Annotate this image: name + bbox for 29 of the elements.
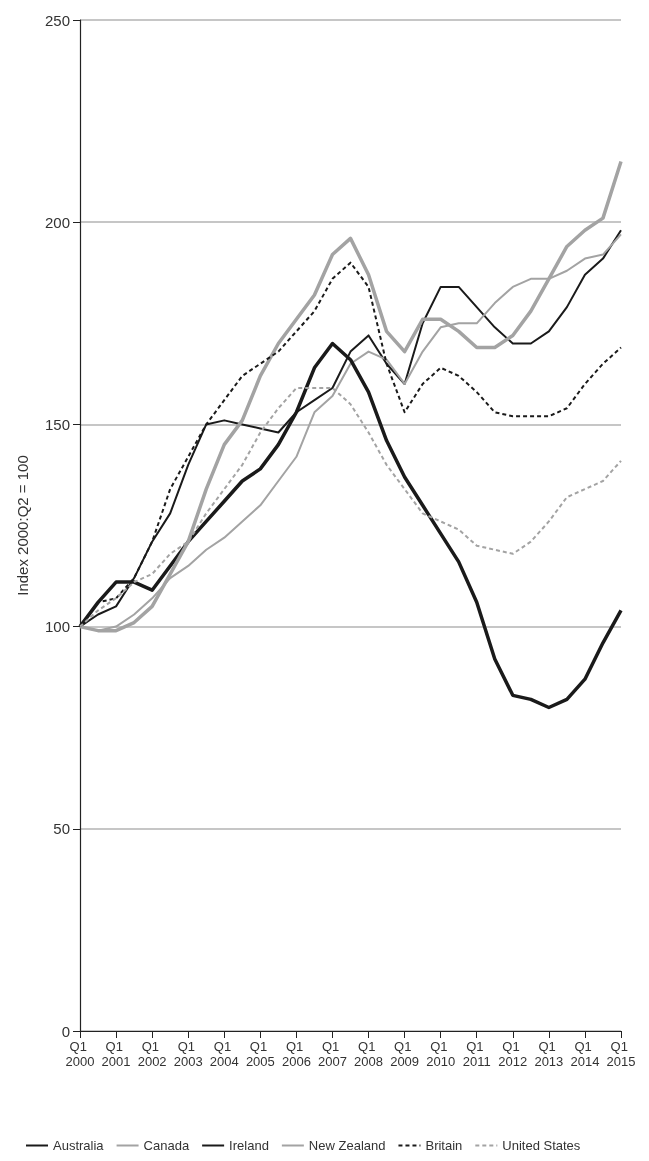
y-axis-title: Index 2000:Q2 = 100 bbox=[14, 455, 31, 596]
x-tick-label: Q1 2011 bbox=[462, 1039, 491, 1069]
x-tick-label: Q1 2007 bbox=[318, 1039, 347, 1069]
x-tick-label: Q1 2015 bbox=[606, 1039, 636, 1069]
x-tick-label: Q1 2012 bbox=[498, 1039, 528, 1069]
x-tick-label: Q1 2005 bbox=[245, 1039, 275, 1069]
legend-label: United States bbox=[502, 1138, 581, 1153]
y-tick-label: 0 bbox=[61, 1022, 70, 1040]
y-tick-label: 50 bbox=[53, 820, 70, 838]
y-tick-label: 200 bbox=[44, 213, 70, 231]
x-tick-label: Q1 2006 bbox=[281, 1039, 311, 1069]
y-tick-label: 150 bbox=[44, 415, 70, 433]
x-tick-label: Q1 2004 bbox=[209, 1039, 239, 1069]
legend-label: New Zealand bbox=[308, 1138, 386, 1153]
x-tick-label: Q1 2014 bbox=[570, 1039, 600, 1069]
legend-label: Ireland bbox=[229, 1138, 269, 1153]
y-tick-label: 100 bbox=[44, 618, 70, 636]
x-tick-label: Q1 2013 bbox=[534, 1039, 564, 1069]
y-tick-label: 250 bbox=[44, 11, 70, 29]
x-tick-label: Q1 2008 bbox=[354, 1039, 383, 1069]
legend-label: Britain bbox=[425, 1138, 463, 1153]
x-tick-label: Q1 2000 bbox=[65, 1039, 95, 1069]
x-tick-label: Q1 2002 bbox=[137, 1039, 167, 1069]
x-tick-label: Q1 2001 bbox=[101, 1039, 131, 1069]
x-tick-label: Q1 2010 bbox=[426, 1039, 456, 1069]
x-tick-label: Q1 2009 bbox=[390, 1039, 420, 1069]
legend-label: Australia bbox=[53, 1138, 105, 1153]
x-tick-label: Q1 2003 bbox=[173, 1039, 203, 1069]
legend-label: Canada bbox=[143, 1138, 190, 1153]
